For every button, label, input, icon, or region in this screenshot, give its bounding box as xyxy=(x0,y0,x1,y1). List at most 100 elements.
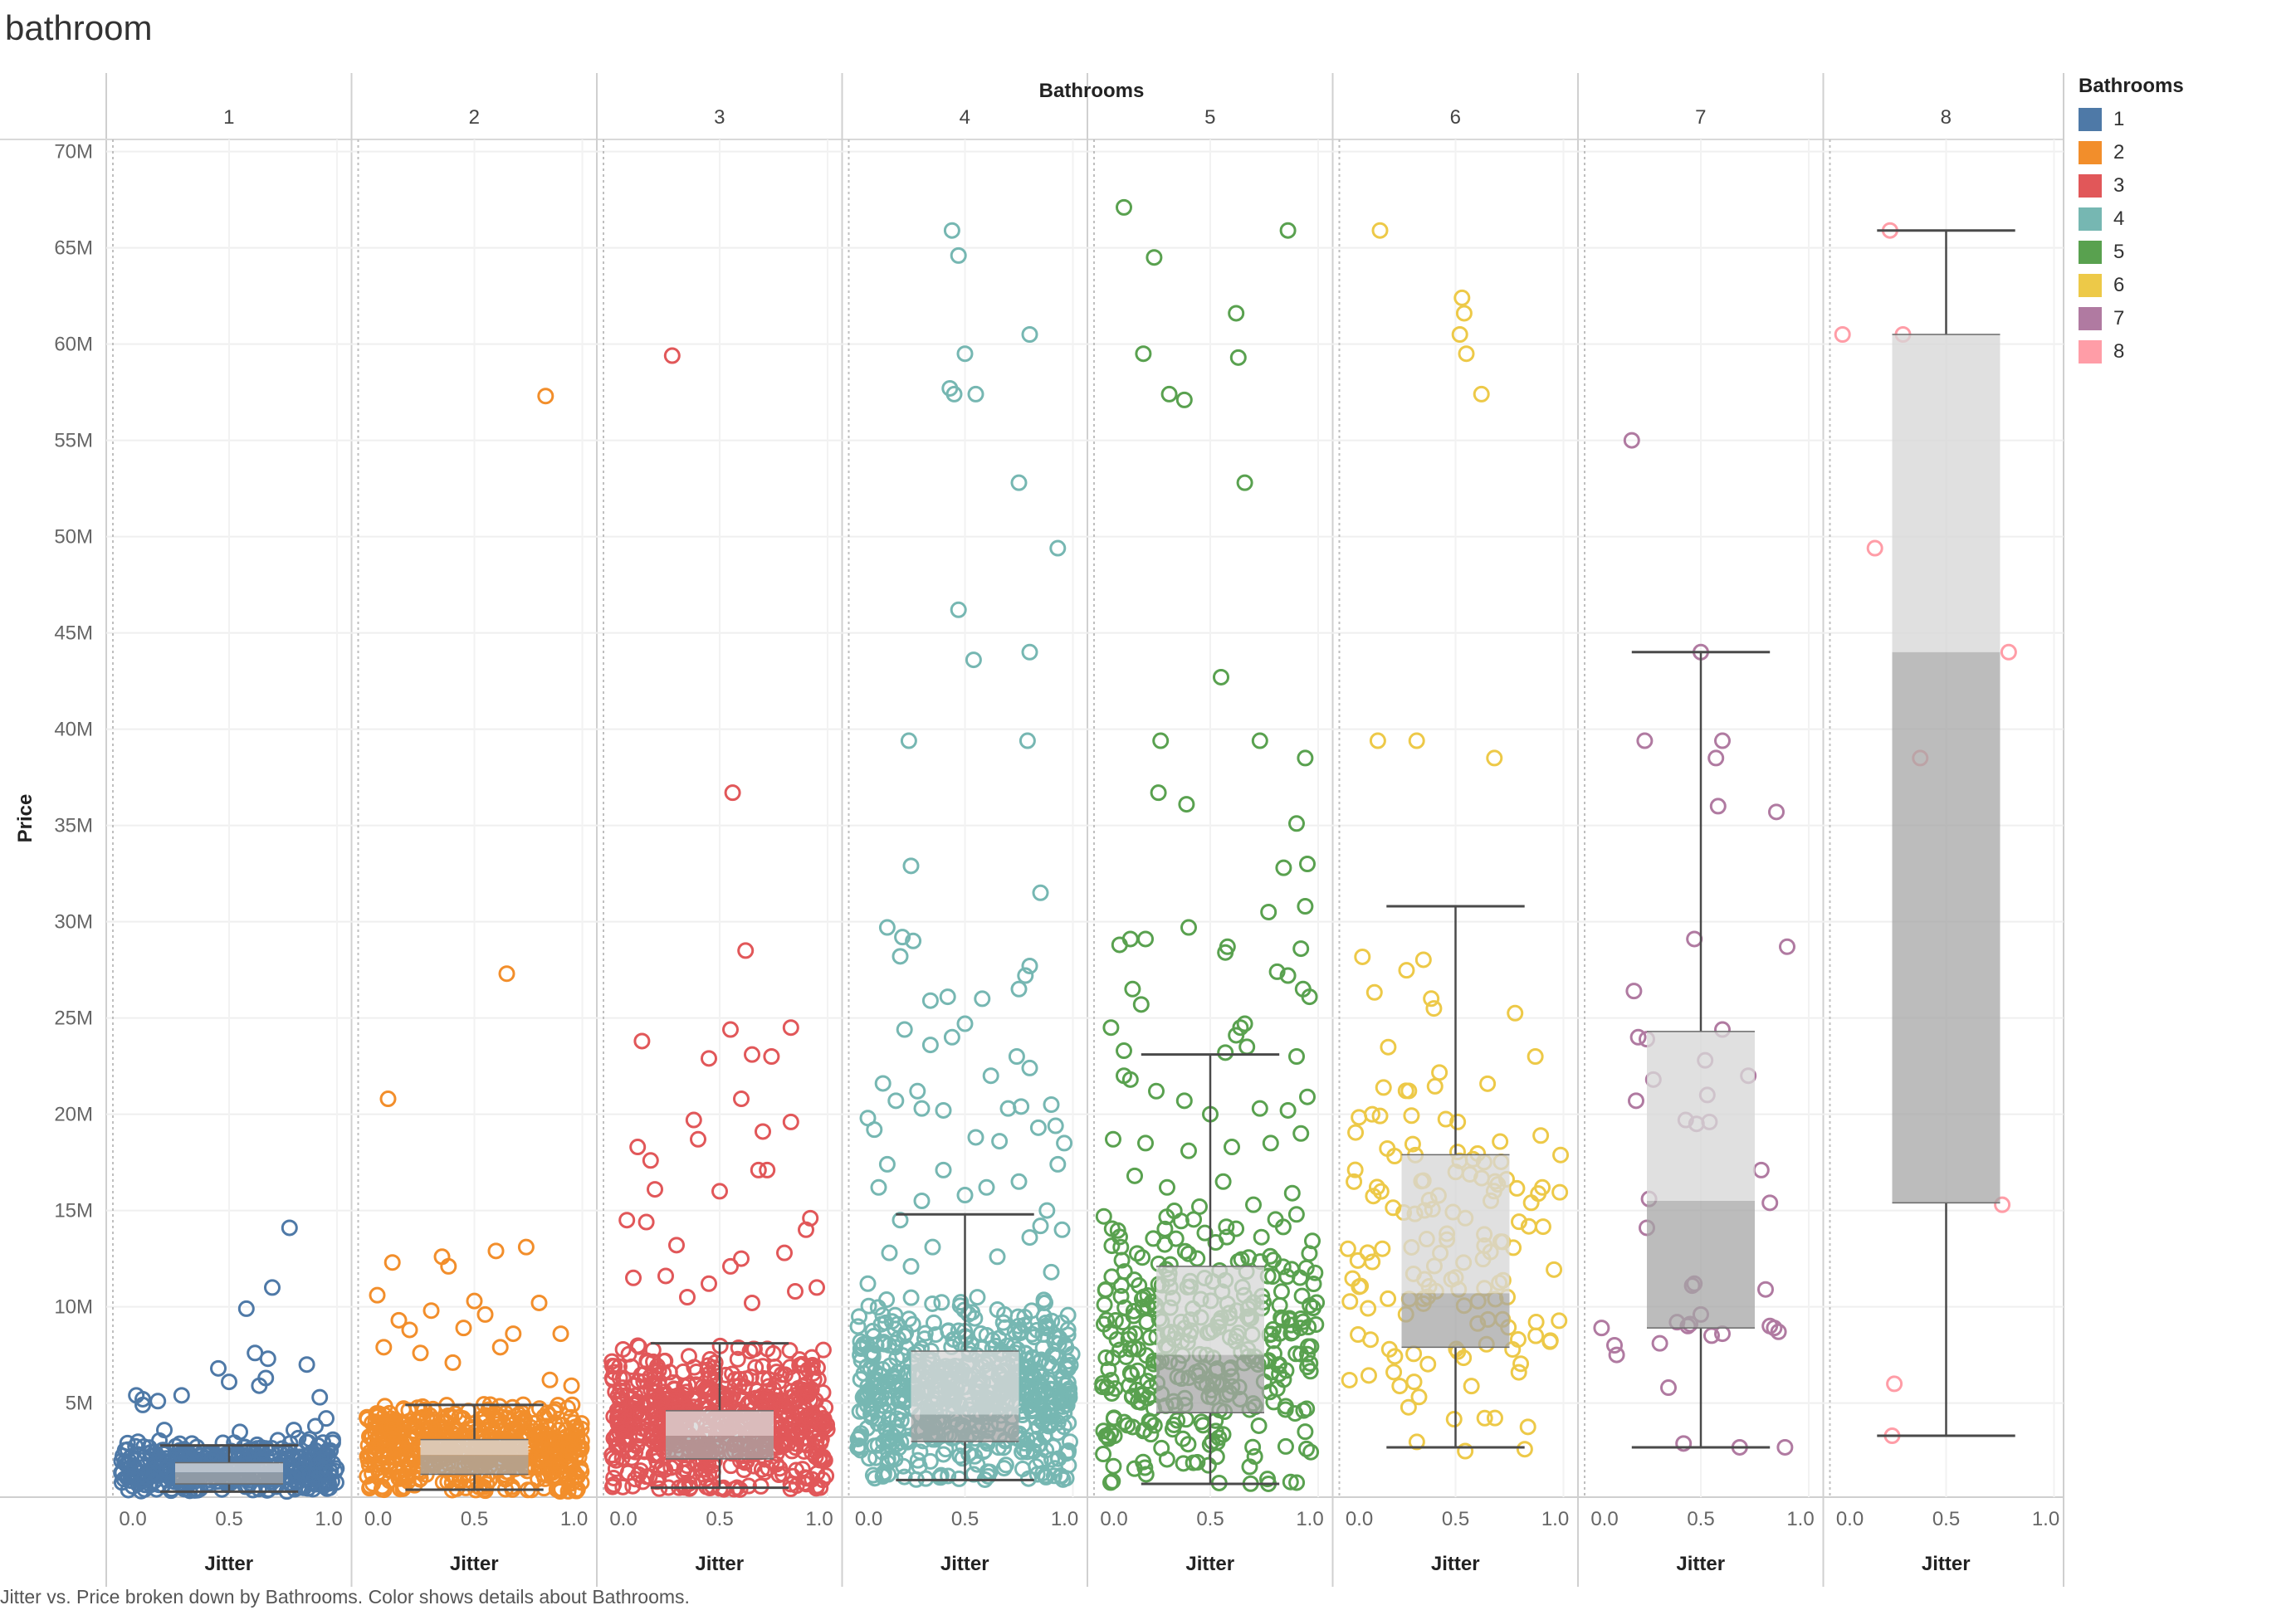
data-point xyxy=(237,1300,255,1317)
data-point xyxy=(933,1294,950,1311)
data-point xyxy=(614,1478,632,1495)
data-point xyxy=(663,347,681,364)
data-point xyxy=(611,1369,628,1387)
data-point xyxy=(896,1327,913,1344)
data-point xyxy=(1623,432,1640,449)
data-point xyxy=(1346,1161,1364,1178)
data-point xyxy=(909,1082,926,1100)
y-tick-label: 30M xyxy=(54,911,93,934)
legend-item[interactable]: 2 xyxy=(2079,136,2286,169)
data-point xyxy=(381,1404,398,1422)
data-point xyxy=(1136,1459,1154,1476)
panel-header-label: 5 xyxy=(1204,106,1215,129)
data-point xyxy=(956,1187,974,1204)
data-point xyxy=(686,1359,703,1376)
data-point xyxy=(776,1437,794,1454)
legend-item[interactable]: 1 xyxy=(2079,103,2286,136)
data-point xyxy=(1507,1004,1524,1022)
data-point xyxy=(1768,803,1785,821)
x-tick-label: 1.0 xyxy=(560,1508,588,1530)
legend-item[interactable]: 4 xyxy=(2079,202,2286,236)
data-point xyxy=(1240,1249,1258,1266)
data-point xyxy=(715,1390,732,1408)
data-point xyxy=(657,1267,674,1285)
data-point xyxy=(447,1405,464,1422)
data-point xyxy=(798,1221,814,1238)
data-point xyxy=(221,1373,237,1391)
data-point xyxy=(676,1476,693,1494)
legend-item[interactable]: 7 xyxy=(2079,302,2286,335)
data-point xyxy=(1109,1222,1126,1239)
data-point xyxy=(311,1388,329,1406)
box-lower-half xyxy=(1647,1201,1755,1329)
data-point xyxy=(1365,983,1383,1001)
x-tick-label: 0.0 xyxy=(119,1508,146,1530)
legend-item[interactable]: 3 xyxy=(2079,169,2286,202)
legend-item[interactable]: 6 xyxy=(2079,269,2286,302)
data-point xyxy=(755,1391,772,1408)
data-point xyxy=(1455,305,1473,322)
panel-header-label: 1 xyxy=(223,106,234,129)
data-point xyxy=(614,1340,632,1358)
data-point xyxy=(760,1460,777,1477)
data-point xyxy=(1458,345,1475,363)
data-point xyxy=(1103,1268,1121,1286)
panel-header-label: 7 xyxy=(1695,106,1706,129)
data-point xyxy=(853,1339,871,1356)
data-point xyxy=(1277,1437,1294,1455)
x-axis-title: Jitter xyxy=(1676,1553,1725,1575)
data-point xyxy=(375,1481,393,1499)
data-point xyxy=(625,1269,642,1286)
data-point xyxy=(1008,1048,1025,1065)
data-point xyxy=(744,1294,760,1311)
data-point xyxy=(210,1359,227,1377)
data-point xyxy=(881,1244,898,1261)
data-point xyxy=(251,1377,268,1394)
data-point xyxy=(722,1021,739,1038)
data-point xyxy=(1132,996,1150,1013)
x-axis-title: Jitter xyxy=(1431,1553,1480,1575)
data-point xyxy=(1146,249,1163,266)
data-point xyxy=(724,1365,741,1383)
data-point xyxy=(1288,815,1305,832)
legend-item[interactable]: 8 xyxy=(2079,335,2286,368)
data-point xyxy=(750,1391,767,1408)
data-point xyxy=(1137,930,1154,948)
data-point xyxy=(1375,1079,1392,1096)
data-point xyxy=(1287,1206,1305,1223)
data-point xyxy=(960,1445,978,1462)
data-point xyxy=(564,1396,581,1413)
data-point xyxy=(1022,1379,1039,1397)
data-point xyxy=(408,1417,425,1435)
data-point xyxy=(803,1359,820,1376)
data-point xyxy=(1419,1355,1437,1373)
data-point xyxy=(1121,1071,1139,1088)
data-point xyxy=(1017,967,1034,984)
data-point xyxy=(264,1279,281,1296)
data-point xyxy=(1511,1213,1528,1231)
data-point xyxy=(895,1457,912,1475)
data-point xyxy=(1405,1373,1423,1391)
x-tick-label: 0.0 xyxy=(364,1508,392,1530)
data-point xyxy=(380,1461,398,1479)
data-point xyxy=(289,1448,306,1466)
data-point xyxy=(1492,1133,1509,1150)
data-point xyxy=(612,1391,629,1408)
y-tick-label: 55M xyxy=(54,430,93,452)
data-point xyxy=(317,1446,335,1463)
data-point xyxy=(881,1336,898,1354)
data-point xyxy=(1265,1344,1282,1362)
data-point xyxy=(1423,990,1440,1008)
data-point xyxy=(1608,1346,1625,1364)
data-point xyxy=(1214,1173,1232,1190)
data-point xyxy=(1116,1413,1133,1431)
data-point xyxy=(259,1350,276,1368)
legend-label: 2 xyxy=(2113,141,2125,163)
data-point xyxy=(996,1305,1014,1323)
data-point xyxy=(784,1416,801,1433)
data-point xyxy=(1400,1398,1417,1416)
data-point xyxy=(653,1393,671,1410)
data-point xyxy=(1476,1409,1493,1427)
legend-item[interactable]: 5 xyxy=(2079,236,2286,269)
data-point xyxy=(1219,938,1236,955)
